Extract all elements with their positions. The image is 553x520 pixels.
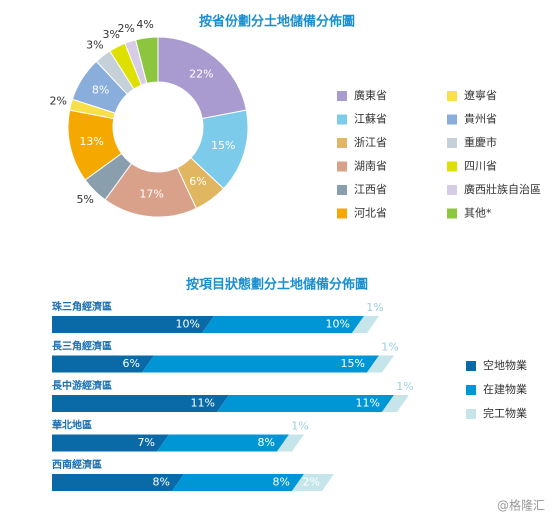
chart-title: 按項目狀態劃分土地儲備分佈圖 bbox=[186, 277, 368, 293]
legend-swatch bbox=[466, 409, 476, 419]
legend-swatch bbox=[337, 161, 347, 172]
legend-label: 江蘇省 bbox=[354, 113, 387, 126]
legend-swatch bbox=[447, 208, 457, 219]
value-label: 1% bbox=[366, 301, 383, 314]
bar-segment bbox=[352, 316, 379, 333]
value-label: 10% bbox=[176, 318, 200, 331]
chart-title: 按省份劃分土地儲備分佈圖 bbox=[199, 14, 355, 30]
legend-label: 河北省 bbox=[354, 207, 387, 220]
legend-swatch bbox=[337, 185, 347, 195]
bar-segment bbox=[52, 434, 169, 452]
value-label: 1% bbox=[381, 341, 398, 354]
value-label: 6% bbox=[189, 175, 206, 188]
legend-label: 在建物業 bbox=[483, 382, 527, 396]
bar-segment bbox=[157, 434, 289, 452]
value-label: 7% bbox=[138, 436, 155, 449]
legend-label: 完工物業 bbox=[483, 406, 527, 420]
value-label: 15% bbox=[211, 139, 235, 152]
value-label: 8% bbox=[153, 476, 170, 489]
bar-segment bbox=[52, 355, 154, 373]
bar-segment bbox=[292, 474, 334, 491]
donut-slice bbox=[135, 36, 159, 85]
legend-swatch bbox=[447, 91, 457, 101]
legend-swatch bbox=[447, 161, 457, 172]
value-label: 1% bbox=[291, 420, 308, 433]
legend-label: 江西省 bbox=[354, 183, 387, 196]
legend-swatch bbox=[466, 385, 476, 395]
value-label: 22% bbox=[189, 68, 213, 81]
value-label: 5% bbox=[76, 193, 93, 206]
bar-segment bbox=[172, 474, 304, 491]
value-label: 4% bbox=[136, 18, 153, 31]
bar-segment bbox=[52, 474, 184, 491]
legend-label: 重慶市 bbox=[464, 135, 497, 149]
value-label: 1% bbox=[396, 380, 413, 393]
value-label: 17% bbox=[139, 188, 163, 201]
value-label: 8% bbox=[273, 476, 290, 489]
value-label: 2% bbox=[117, 22, 134, 35]
value-label: 11% bbox=[356, 397, 380, 410]
legend-swatch bbox=[337, 138, 347, 148]
legend-label: 四川省 bbox=[464, 160, 497, 173]
bar-segment bbox=[277, 434, 304, 452]
legend-swatch bbox=[466, 361, 476, 371]
value-label: 3% bbox=[86, 39, 103, 52]
legend-swatch bbox=[337, 91, 347, 101]
category-label: 長中游經濟區 bbox=[52, 379, 112, 392]
category-label: 西南經濟區 bbox=[52, 458, 102, 471]
value-label: 11% bbox=[191, 397, 215, 410]
bar-segment bbox=[202, 316, 364, 333]
bar-segment bbox=[52, 395, 229, 412]
bar-segment bbox=[367, 355, 394, 373]
bar-segment bbox=[142, 355, 379, 373]
value-label: 10% bbox=[326, 318, 350, 331]
legend-label: 湖南省 bbox=[354, 160, 387, 173]
category-label: 華北地區 bbox=[52, 419, 92, 432]
legend-swatch bbox=[337, 208, 347, 219]
value-label: 6% bbox=[123, 357, 140, 370]
watermark: @格隆汇 bbox=[497, 498, 545, 513]
legend-label: 遼寧省 bbox=[464, 88, 497, 102]
legend-label: 廣東省 bbox=[354, 88, 387, 102]
value-label: 13% bbox=[79, 135, 103, 148]
value-label: 3% bbox=[103, 28, 120, 41]
value-label: 2% bbox=[50, 94, 67, 107]
category-label: 珠三角經濟區 bbox=[52, 300, 112, 313]
legend-swatch bbox=[337, 114, 347, 125]
legend-swatch bbox=[447, 138, 457, 148]
legend-label: 浙江省 bbox=[354, 136, 387, 149]
category-label: 長三角經濟區 bbox=[52, 340, 112, 353]
legend-label: 其他* bbox=[464, 207, 492, 220]
bar-segment bbox=[217, 395, 394, 412]
legend-label: 空地物業 bbox=[483, 358, 527, 372]
value-label: 8% bbox=[92, 84, 109, 97]
value-label: 8% bbox=[258, 436, 275, 449]
legend-label: 廣西壯族自治區 bbox=[464, 182, 541, 196]
legend-swatch bbox=[447, 185, 457, 195]
legend-label: 貴州省 bbox=[464, 112, 497, 126]
bar-segment bbox=[52, 316, 214, 333]
value-label: 15% bbox=[341, 357, 365, 370]
value-label: 2% bbox=[303, 476, 320, 489]
legend-swatch bbox=[447, 114, 457, 125]
bar-segment bbox=[382, 395, 409, 412]
